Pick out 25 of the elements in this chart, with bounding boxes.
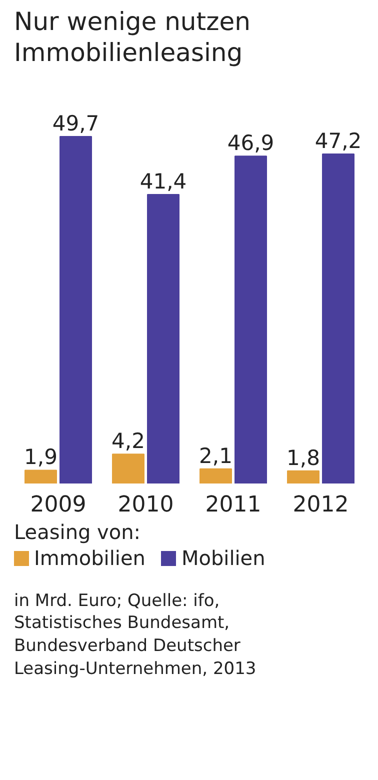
data-label: 2,1: [199, 443, 232, 468]
data-label: 1,9: [24, 444, 58, 469]
x-tick-label: 2009: [30, 492, 86, 517]
bar: [322, 152, 354, 483]
text: in Mrd. Euro; Quelle: ifo, Statistisches Bundesamt, Bundesverband Deutscher Leasing-Unternehmen, 2013: [14, 590, 256, 682]
data-label: 4,2: [112, 428, 145, 453]
chart-title: Nur wenige nutzen Immobilienleasing: [14, 6, 250, 68]
bar: [112, 453, 144, 483]
legend-label: Immobilien: [34, 546, 146, 570]
legend-title: Leasing von:: [14, 518, 142, 544]
bar: [147, 193, 180, 483]
data-label: 47,2: [314, 128, 362, 152]
legend-label: Mobilien: [181, 546, 266, 570]
bar: [234, 155, 267, 483]
bar: [200, 468, 232, 483]
data-label: 46,9: [227, 130, 274, 155]
data-label: 49,7: [52, 111, 100, 136]
bar: [60, 136, 92, 483]
x-tick-label: 2011: [205, 492, 262, 517]
bar: [24, 469, 57, 483]
data-label: 1,8: [286, 445, 320, 470]
data-label: 41,4: [140, 168, 187, 193]
bar: [287, 470, 320, 483]
x-tick-label: 2012: [292, 492, 349, 517]
x-tick-label: 2010: [118, 492, 174, 517]
